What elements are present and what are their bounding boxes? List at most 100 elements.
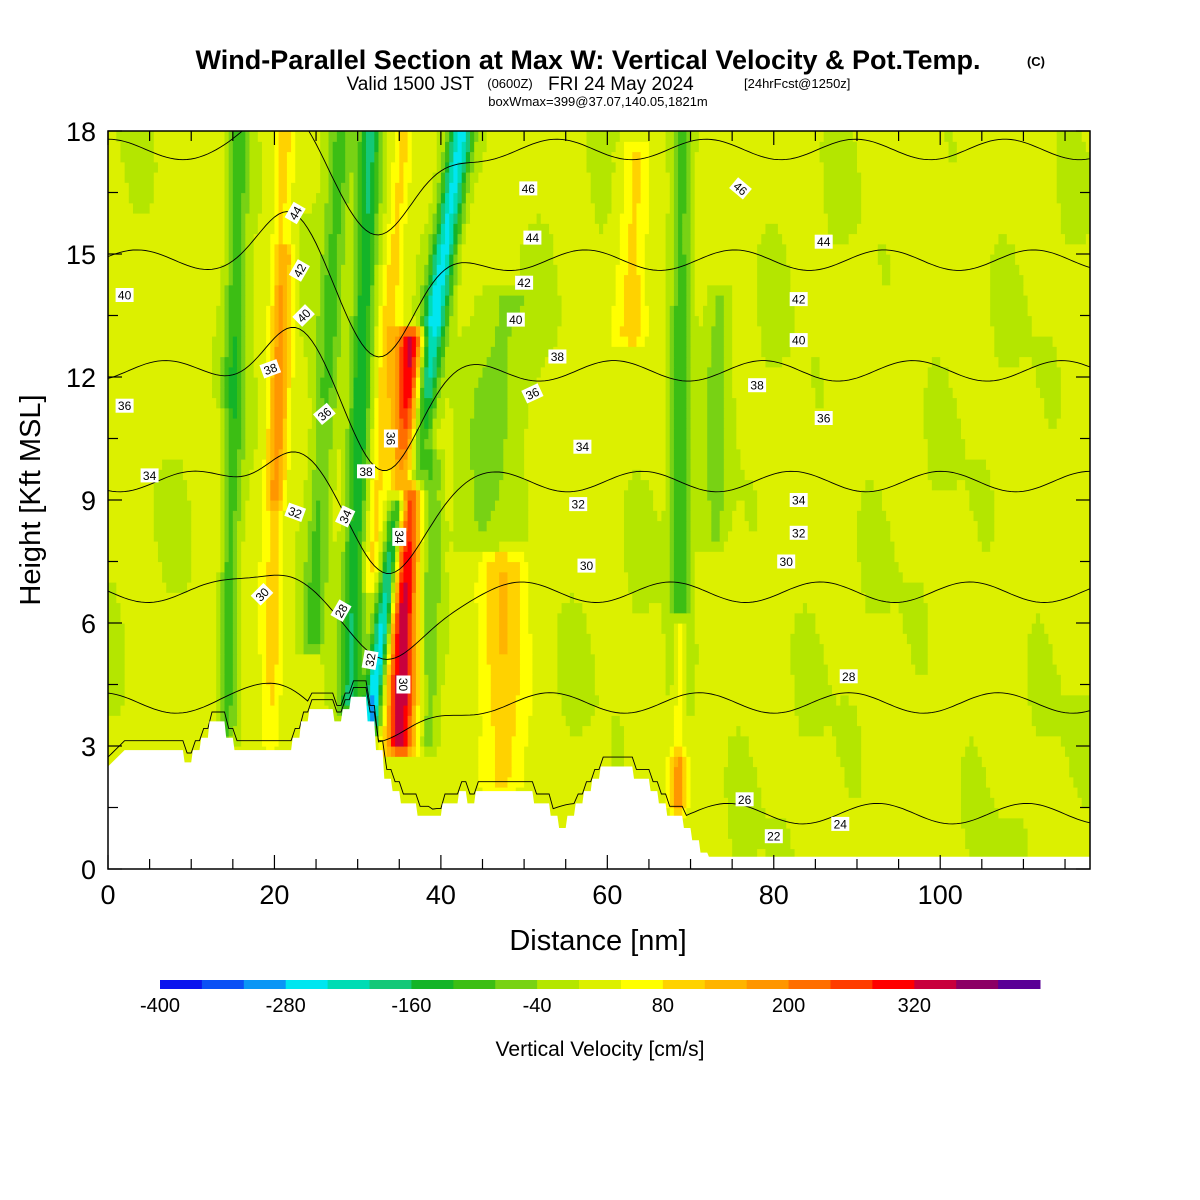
velocity-cell	[449, 592, 475, 604]
velocity-cell	[927, 377, 950, 388]
velocity-cell	[253, 366, 267, 378]
velocity-cell	[365, 161, 371, 173]
velocity-cell	[403, 182, 409, 194]
velocity-cell	[424, 366, 429, 378]
isentrope-line	[108, 680, 1090, 743]
velocity-cell	[286, 264, 292, 276]
velocity-cell	[324, 213, 334, 224]
velocity-cell	[390, 469, 396, 481]
velocity-cell	[827, 664, 916, 675]
velocity-cell	[386, 356, 396, 368]
velocity-cell	[278, 520, 284, 532]
velocity-cell	[108, 161, 126, 173]
velocity-cell	[282, 223, 292, 235]
velocity-cell	[411, 448, 417, 460]
velocity-cell	[494, 766, 513, 778]
velocity-cell	[320, 561, 330, 573]
velocity-cell	[990, 315, 1033, 327]
velocity-cell	[374, 602, 380, 614]
velocity-cell	[420, 346, 425, 358]
velocity-cell	[727, 746, 750, 757]
velocity-cell	[628, 233, 638, 245]
velocity-cell	[686, 182, 692, 194]
colorbar-swatch	[160, 980, 203, 989]
velocity-cell	[1052, 643, 1090, 655]
velocity-cell	[212, 366, 221, 378]
velocity-cell	[686, 705, 696, 716]
velocity-cell	[428, 541, 442, 552]
velocity-cell	[108, 571, 163, 583]
velocity-cell	[528, 602, 563, 614]
velocity-cell	[128, 182, 155, 194]
velocity-cell	[407, 500, 413, 511]
velocity-cell	[519, 592, 529, 604]
velocity-cell	[415, 623, 421, 634]
velocity-cell	[823, 131, 854, 142]
velocity-cell	[382, 192, 388, 204]
velocity-cell	[341, 582, 346, 593]
velocity-cell	[286, 489, 305, 501]
velocity-cell	[320, 530, 330, 542]
velocity-cell	[361, 243, 371, 255]
velocity-cell	[274, 264, 280, 276]
velocity-cell	[320, 182, 330, 194]
velocity-cell	[690, 571, 696, 583]
velocity-cell	[307, 623, 321, 634]
velocity-cell	[328, 448, 338, 460]
velocity-cell	[420, 612, 425, 624]
velocity-cell	[108, 377, 213, 388]
velocity-cell	[686, 684, 696, 696]
velocity-cell	[486, 571, 500, 583]
velocity-cell	[673, 766, 683, 778]
velocity-cell	[291, 766, 479, 778]
velocity-cell	[390, 213, 396, 224]
velocity-cell	[216, 325, 226, 337]
velocity-cell	[311, 469, 330, 481]
velocity-cell	[669, 428, 675, 440]
velocity-cell	[328, 254, 338, 265]
velocity-cell	[682, 797, 687, 809]
velocity-cell	[536, 213, 542, 224]
velocity-cell	[440, 418, 454, 429]
velocity-cell	[424, 479, 442, 491]
velocity-cell	[370, 284, 375, 296]
velocity-cell	[790, 828, 966, 839]
velocity-cell	[678, 254, 687, 265]
velocity-cell	[445, 469, 454, 481]
velocity-cell	[399, 254, 405, 265]
velocity-cell	[648, 192, 671, 204]
velocity-cell	[286, 315, 292, 327]
velocity-cell	[478, 776, 496, 788]
velocity-cell	[682, 623, 687, 634]
velocity-cell	[253, 274, 271, 286]
colorbar-label: 320	[898, 995, 931, 1017]
velocity-cell	[332, 151, 346, 163]
contour-label-text: 36	[118, 399, 132, 413]
velocity-cell	[224, 510, 230, 522]
velocity-cell	[690, 254, 696, 265]
velocity-cell	[856, 520, 891, 532]
velocity-cell	[303, 623, 309, 634]
velocity-cell	[727, 817, 787, 829]
velocity-cell	[886, 243, 995, 255]
velocity-cell	[236, 397, 242, 409]
velocity-cell	[690, 172, 696, 183]
velocity-cell	[274, 325, 280, 337]
velocity-cell	[390, 551, 396, 563]
velocity-cell	[440, 172, 446, 183]
velocity-cell	[507, 623, 521, 634]
velocity-cell	[723, 315, 733, 327]
velocity-cell	[403, 510, 409, 522]
velocity-cell	[228, 520, 234, 532]
velocity-cell	[162, 459, 184, 470]
velocity-cell	[374, 325, 380, 337]
velocity-cell	[694, 705, 796, 716]
velocity-cell	[266, 592, 280, 604]
velocity-cell	[390, 582, 396, 593]
velocity-cell	[278, 151, 288, 163]
velocity-cell	[236, 346, 242, 358]
velocity-cell	[465, 182, 471, 194]
velocity-cell	[465, 131, 471, 142]
velocity-cell	[349, 387, 355, 399]
